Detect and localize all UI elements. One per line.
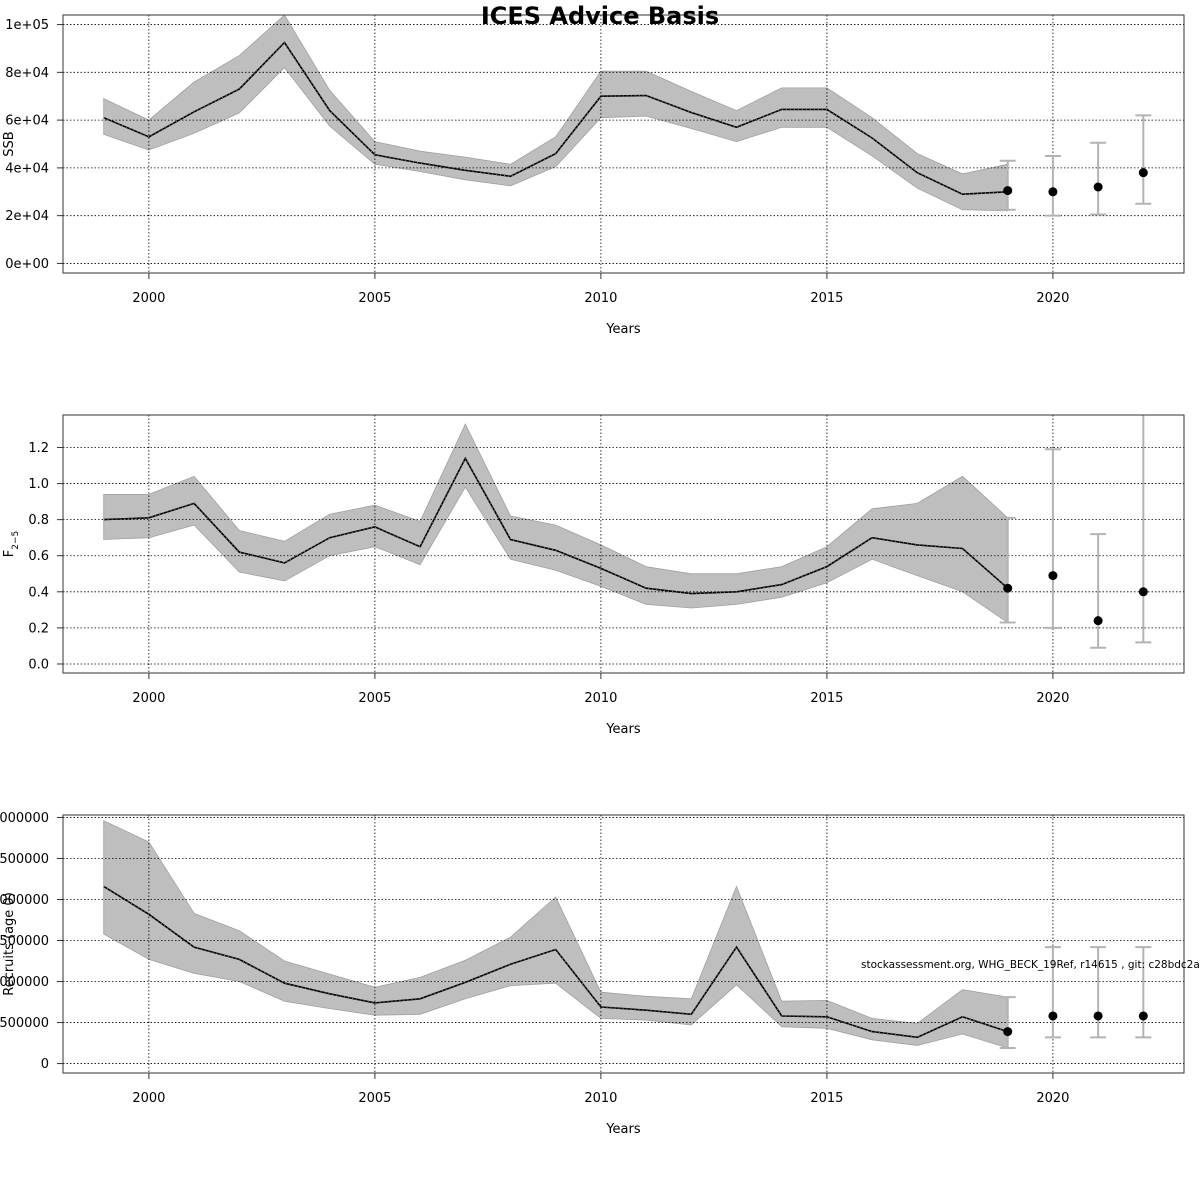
plot-area <box>63 815 1184 1073</box>
x-tick-label: 2010 <box>584 691 617 706</box>
y-tick-label: 0e+00 <box>5 257 49 272</box>
x-tick-label: 2010 <box>584 1091 617 1106</box>
forecast-point <box>1003 583 1013 593</box>
x-tick-label: 2005 <box>358 291 391 306</box>
x-tick-label: 2000 <box>132 291 165 306</box>
forecast-errorbar <box>1135 114 1152 205</box>
y-axis-label: F2−5 <box>2 531 21 557</box>
y-tick-label: 6e+04 <box>5 114 49 129</box>
y-tick-label: 500000 <box>0 1016 49 1031</box>
y-tick-label: 2e+04 <box>5 209 49 224</box>
y-tick-label: 0.8 <box>28 513 49 528</box>
forecast-errorbar <box>1090 946 1107 1039</box>
x-tick-label: 2020 <box>1036 691 1069 706</box>
x-tick-label: 2020 <box>1036 1091 1069 1106</box>
forecast-errorbar <box>1044 154 1061 217</box>
forecast-point <box>1003 1027 1013 1037</box>
y-axis-label-subscript: 2−5 <box>11 531 21 550</box>
forecast-errorbar <box>1044 946 1061 1039</box>
x-tick-label: 2000 <box>132 1091 165 1106</box>
x-axis-label: Years <box>605 322 641 337</box>
y-tick-label: 0 <box>41 1057 49 1072</box>
y-tick-label: 3000000 <box>0 811 49 826</box>
y-tick-label: 0.4 <box>28 585 49 600</box>
y-tick-label: 2000000 <box>0 893 49 908</box>
figure-title: ICES Advice Basis <box>480 2 720 30</box>
estimate-line <box>103 456 1009 595</box>
forecast-point <box>1093 616 1103 626</box>
forecast-point <box>1093 1011 1103 1021</box>
confidence-band <box>103 15 1009 212</box>
forecast-errorbar <box>1044 448 1061 629</box>
forecast-point <box>1138 587 1148 597</box>
y-tick-label: 1e+05 <box>5 18 49 33</box>
x-axis-label: Years <box>605 1122 641 1137</box>
x-tick-label: 2015 <box>810 1091 843 1106</box>
x-tick-label: 2015 <box>810 291 843 306</box>
y-tick-label: 4e+04 <box>5 161 49 176</box>
plot-frame <box>62 414 1185 674</box>
plot-frame <box>62 14 1185 274</box>
forecast-point <box>1048 187 1058 197</box>
y-axis-label: Recruits (age 0) <box>2 892 17 996</box>
y-tick-label: 8e+04 <box>5 66 49 81</box>
forecast-errorbar <box>1090 533 1107 649</box>
panel-3: 2000 2005 2010 2015 2020 0 500000 1000000 150000… <box>0 811 1185 1137</box>
y-tick-label: 2500000 <box>0 852 49 867</box>
plot-area <box>63 15 1184 273</box>
forecast-errorbar <box>1135 946 1152 1039</box>
forecast-point <box>1138 168 1148 178</box>
y-tick-label: 0.0 <box>28 657 49 672</box>
x-tick-label: 2010 <box>584 291 617 306</box>
x-axis-label: Years <box>605 722 641 737</box>
y-tick-label: 1500000 <box>0 934 49 949</box>
plot-frame <box>62 814 1185 1074</box>
y-tick-label: 1.0 <box>28 477 49 492</box>
forecast-errorbar <box>999 516 1016 624</box>
confidence-band <box>103 820 1009 1049</box>
confidence-band <box>103 423 1009 624</box>
x-tick-label: 2000 <box>132 691 165 706</box>
x-tick-label: 2005 <box>358 691 391 706</box>
estimate-line-dots <box>103 886 1008 1038</box>
forecast-errorbar <box>1090 141 1107 216</box>
panel-1: 2000 2005 2010 2015 2020 0e+00 2e+04 4e+04 6e+04… <box>2 14 1185 337</box>
x-tick-label: 2005 <box>358 1091 391 1106</box>
forecast-errorbar <box>1135 415 1152 644</box>
watermark-text: stockassessment.org, WHG_BECK_19Ref, r14… <box>861 959 1200 971</box>
x-tick-label: 2020 <box>1036 291 1069 306</box>
x-tick-label: 2015 <box>810 691 843 706</box>
estimate-line-dots <box>103 41 1008 195</box>
plot-area <box>63 415 1184 673</box>
y-tick-label: 0.6 <box>28 549 49 564</box>
forecast-point <box>1093 182 1103 192</box>
forecast-point <box>1048 571 1058 581</box>
y-tick-label: 1.2 <box>28 441 49 456</box>
forecast-point <box>1003 186 1013 196</box>
y-tick-label: 0.2 <box>28 621 49 636</box>
y-tick-label: 1000000 <box>0 975 49 990</box>
forecast-point <box>1048 1011 1058 1021</box>
y-axis-label: SSB <box>2 131 17 156</box>
panel-2: 2000 2005 2010 2015 2020 0.0 0.2 0.4 0.6 0.8 1.0 1.… <box>2 414 1185 737</box>
forecast-errorbar <box>999 996 1016 1049</box>
forecast-errorbar <box>999 159 1016 211</box>
forecast-point <box>1138 1011 1148 1021</box>
